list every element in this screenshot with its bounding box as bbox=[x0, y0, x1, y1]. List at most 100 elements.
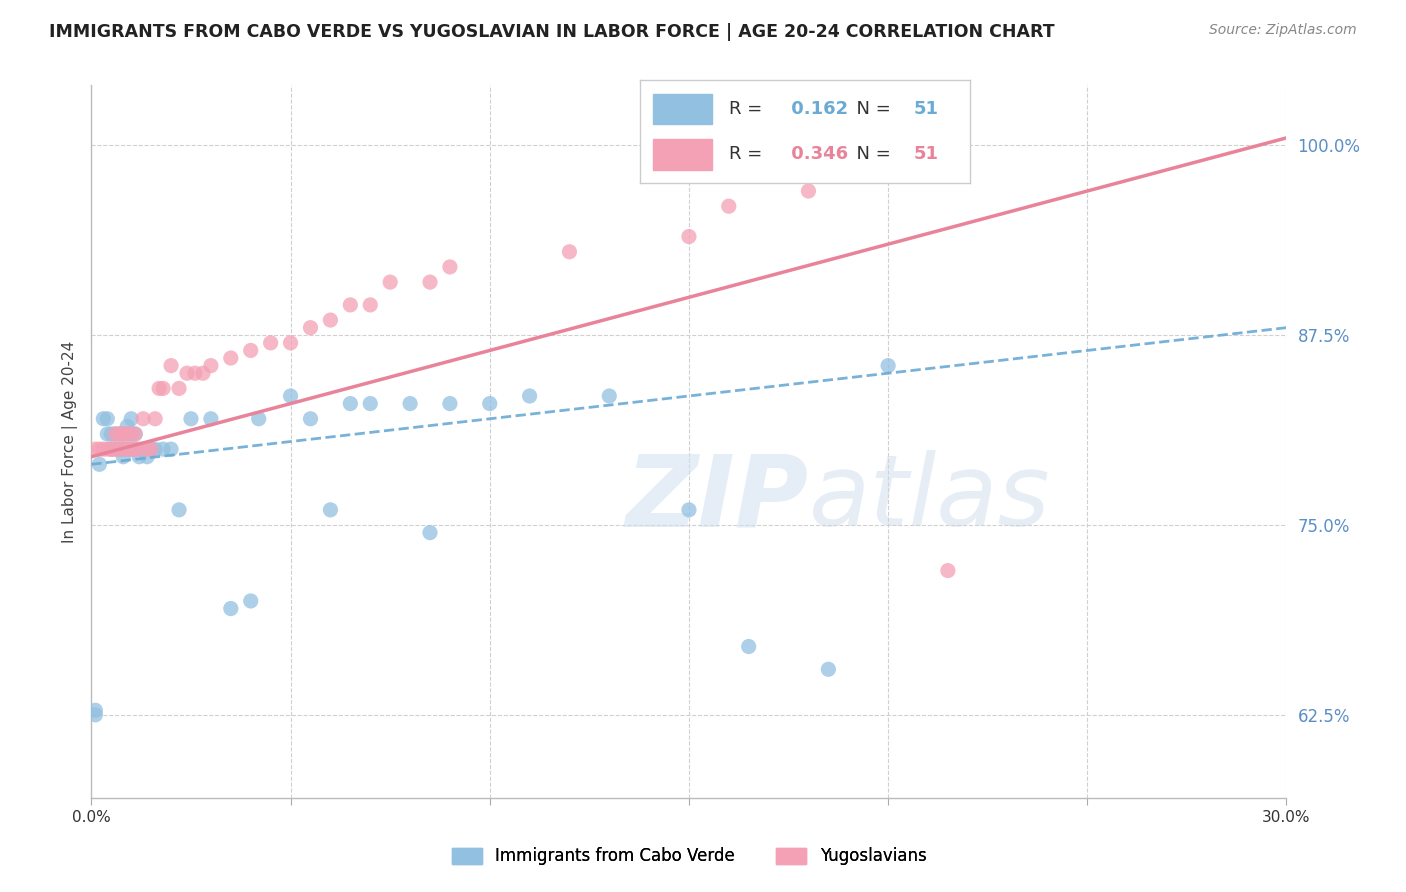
Y-axis label: In Labor Force | Age 20-24: In Labor Force | Age 20-24 bbox=[62, 341, 77, 542]
Point bbox=[280, 389, 302, 403]
Point bbox=[124, 426, 146, 441]
Point bbox=[399, 396, 422, 410]
Point bbox=[339, 298, 361, 312]
Point bbox=[124, 426, 146, 441]
Point bbox=[84, 442, 107, 457]
Point bbox=[115, 419, 138, 434]
Legend: Immigrants from Cabo Verde, Yugoslavians: Immigrants from Cabo Verde, Yugoslavians bbox=[444, 841, 934, 872]
Point bbox=[108, 442, 131, 457]
Point bbox=[598, 389, 620, 403]
Point bbox=[239, 343, 262, 358]
Point bbox=[1076, 806, 1098, 821]
Point bbox=[112, 426, 135, 441]
Point bbox=[717, 199, 740, 213]
Point bbox=[100, 442, 122, 457]
Point bbox=[280, 335, 302, 350]
Point bbox=[124, 442, 146, 457]
Point bbox=[124, 442, 146, 457]
Point bbox=[104, 426, 127, 441]
Point bbox=[191, 366, 214, 380]
Point bbox=[200, 411, 222, 425]
Point bbox=[439, 260, 461, 274]
Point bbox=[100, 442, 122, 457]
Point bbox=[104, 426, 127, 441]
Point bbox=[93, 442, 115, 457]
Point bbox=[104, 442, 127, 457]
Bar bbox=[652, 139, 713, 169]
Text: atlas: atlas bbox=[808, 450, 1050, 547]
Text: 0.346: 0.346 bbox=[785, 145, 848, 163]
Text: 51: 51 bbox=[914, 100, 939, 118]
Point bbox=[132, 442, 155, 457]
Point bbox=[519, 389, 541, 403]
Point bbox=[89, 442, 111, 457]
Point bbox=[89, 458, 111, 472]
Point bbox=[678, 229, 700, 244]
Point bbox=[104, 442, 127, 457]
Point bbox=[120, 442, 142, 457]
Point bbox=[115, 442, 138, 457]
Point bbox=[115, 426, 138, 441]
Point bbox=[141, 442, 162, 457]
Text: N =: N = bbox=[845, 145, 896, 163]
Point bbox=[176, 366, 198, 380]
Point bbox=[167, 381, 190, 395]
Point bbox=[143, 442, 166, 457]
Point bbox=[96, 442, 118, 457]
Point bbox=[160, 359, 183, 373]
Point bbox=[319, 313, 342, 327]
Point bbox=[148, 381, 170, 395]
Point bbox=[108, 426, 131, 441]
Point bbox=[152, 442, 174, 457]
Text: 0.162: 0.162 bbox=[785, 100, 848, 118]
Point bbox=[797, 184, 820, 198]
Point bbox=[339, 396, 361, 410]
Text: ZIP: ZIP bbox=[626, 450, 808, 547]
Point bbox=[877, 359, 900, 373]
Point bbox=[877, 138, 900, 153]
Point bbox=[439, 396, 461, 410]
Point bbox=[180, 411, 202, 425]
Point bbox=[96, 411, 118, 425]
Point bbox=[143, 411, 166, 425]
Point bbox=[167, 503, 190, 517]
Text: R =: R = bbox=[728, 100, 768, 118]
Point bbox=[100, 442, 122, 457]
Point bbox=[359, 396, 381, 410]
Point bbox=[128, 450, 150, 464]
Point bbox=[558, 244, 581, 259]
Point bbox=[160, 442, 183, 457]
Point bbox=[319, 503, 342, 517]
Point bbox=[419, 275, 441, 289]
Point bbox=[136, 450, 159, 464]
Point bbox=[115, 426, 138, 441]
Point bbox=[112, 426, 135, 441]
Point bbox=[184, 366, 207, 380]
Text: N =: N = bbox=[845, 100, 896, 118]
Point bbox=[108, 426, 131, 441]
Bar bbox=[652, 94, 713, 124]
Point bbox=[96, 426, 118, 441]
Point bbox=[200, 359, 222, 373]
Point bbox=[678, 503, 700, 517]
Text: R =: R = bbox=[728, 145, 768, 163]
Text: Source: ZipAtlas.com: Source: ZipAtlas.com bbox=[1209, 23, 1357, 37]
Point bbox=[120, 411, 142, 425]
Point bbox=[737, 640, 759, 654]
Point bbox=[93, 411, 115, 425]
Point bbox=[837, 169, 859, 183]
Point bbox=[378, 275, 402, 289]
Text: 51: 51 bbox=[914, 145, 939, 163]
Point bbox=[239, 594, 262, 608]
Point bbox=[115, 442, 138, 457]
Point bbox=[120, 426, 142, 441]
Point bbox=[247, 411, 270, 425]
Point bbox=[259, 335, 281, 350]
Point bbox=[219, 351, 242, 365]
Point bbox=[112, 442, 135, 457]
Point bbox=[120, 426, 142, 441]
Point bbox=[817, 662, 839, 676]
Point bbox=[112, 426, 135, 441]
Point bbox=[128, 442, 150, 457]
Point bbox=[84, 707, 107, 722]
